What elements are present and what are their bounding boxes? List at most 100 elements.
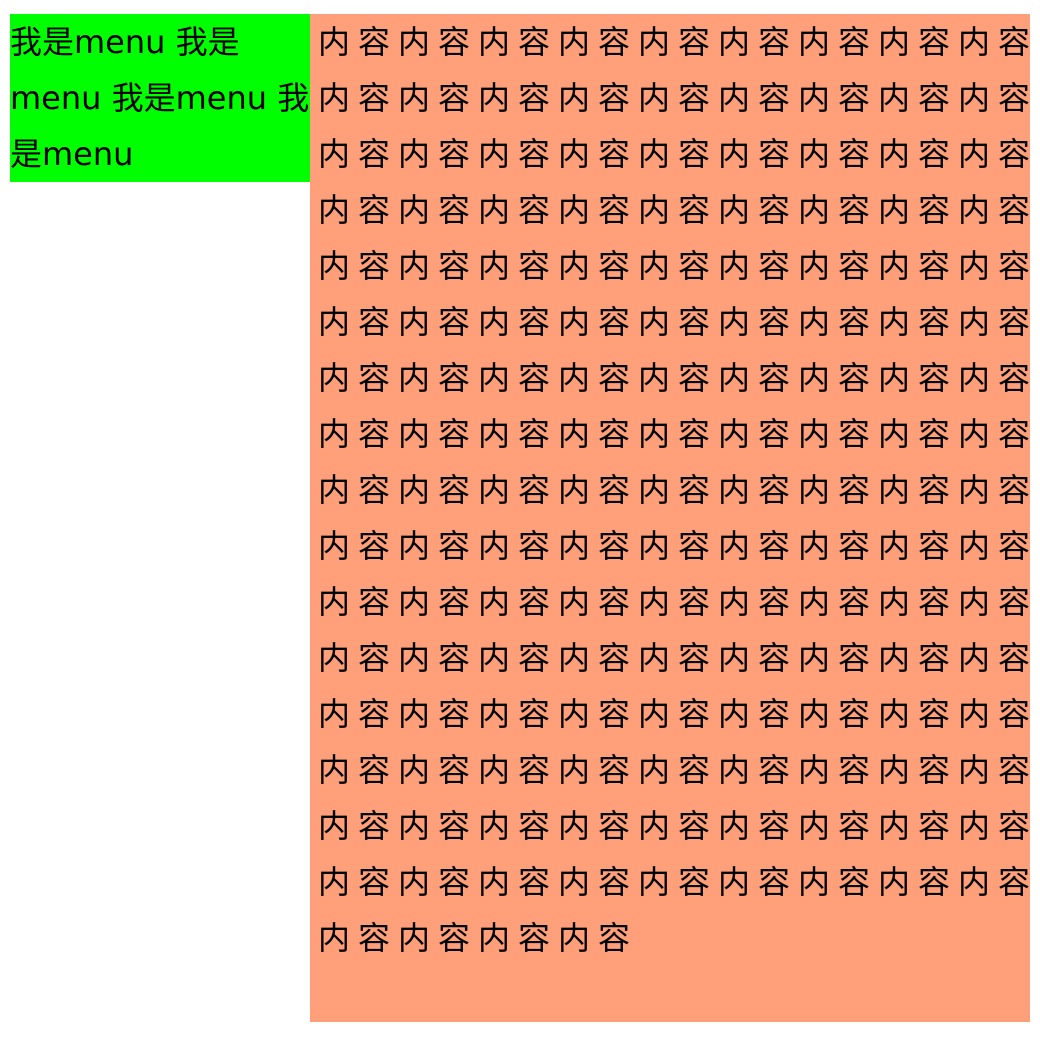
content-glyph: 内 — [957, 863, 990, 901]
content-glyph: 内 — [557, 415, 590, 453]
content-glyph: 容 — [517, 135, 550, 173]
content-glyph: 内 — [557, 583, 590, 621]
content-glyph: 内 — [957, 23, 990, 61]
content-glyph: 内 — [477, 807, 510, 845]
content-glyph: 内 — [477, 863, 510, 901]
content-glyph: 容 — [437, 527, 470, 565]
content-glyph: 内 — [477, 527, 510, 565]
content-glyph: 内 — [317, 135, 350, 173]
content-glyph: 容 — [917, 863, 950, 901]
content-glyph: 内 — [317, 79, 350, 117]
content-glyph: 内 — [877, 415, 910, 453]
content-glyph: 内 — [877, 79, 910, 117]
content-line: 内容内容内容内容内容内容内容内容内容 — [314, 238, 1030, 294]
content-glyph: 内 — [637, 415, 670, 453]
content-line: 内容内容内容内容内容内容内容内容内容 — [314, 14, 1030, 70]
content-glyph: 内 — [317, 863, 350, 901]
content-glyph: 容 — [517, 695, 550, 733]
content-glyph: 容 — [677, 79, 710, 117]
content-glyph: 内 — [957, 471, 990, 509]
content-glyph: 容 — [917, 751, 950, 789]
content-glyph: 内 — [317, 303, 350, 341]
content-glyph: 内 — [717, 695, 750, 733]
content-glyph: 内 — [637, 79, 670, 117]
content-glyph: 容 — [357, 527, 390, 565]
content-glyph: 内 — [717, 527, 750, 565]
content-line: 内容内容内容内容内容内容内容内容内容 — [314, 182, 1030, 238]
content-glyph: 内 — [637, 695, 670, 733]
content-glyph: 内 — [797, 583, 830, 621]
content-glyph: 内 — [637, 303, 670, 341]
content-glyph: 内 — [797, 695, 830, 733]
content-glyph: 内 — [557, 79, 590, 117]
content-glyph: 内 — [877, 191, 910, 229]
content-glyph: 容 — [997, 303, 1030, 341]
content-glyph: 容 — [837, 863, 870, 901]
content-glyph: 内 — [957, 527, 990, 565]
content-glyph: 内 — [717, 751, 750, 789]
content-line: 内容内容内容内容内容内容内容内容内容 — [314, 686, 1030, 742]
content-glyph: 容 — [997, 79, 1030, 117]
content-glyph: 内 — [477, 303, 510, 341]
content-glyph: 容 — [677, 639, 710, 677]
content-glyph: 容 — [997, 359, 1030, 397]
content-glyph: 容 — [517, 415, 550, 453]
content-glyph: 内 — [637, 191, 670, 229]
content-line: 内容内容内容内容内容内容内容内容内容 — [314, 630, 1030, 686]
content-glyph: 容 — [357, 863, 390, 901]
content-line: 内容内容内容内容 — [314, 910, 1030, 966]
content-glyph: 内 — [797, 191, 830, 229]
content-glyph: 内 — [557, 303, 590, 341]
content-glyph: 内 — [557, 751, 590, 789]
content-glyph: 容 — [517, 23, 550, 61]
content-glyph: 容 — [517, 527, 550, 565]
content-glyph: 内 — [797, 527, 830, 565]
content-glyph: 容 — [757, 751, 790, 789]
content-glyph: 内 — [397, 359, 430, 397]
content-glyph: 容 — [437, 639, 470, 677]
content-glyph: 内 — [317, 751, 350, 789]
content-glyph: 内 — [397, 23, 430, 61]
content-glyph: 内 — [397, 863, 430, 901]
content-glyph: 内 — [557, 135, 590, 173]
content-glyph: 内 — [957, 79, 990, 117]
content-glyph: 容 — [437, 303, 470, 341]
content-glyph: 内 — [877, 751, 910, 789]
content-glyph: 内 — [797, 135, 830, 173]
content-glyph: 容 — [357, 303, 390, 341]
content-glyph: 容 — [517, 359, 550, 397]
content-glyph: 容 — [357, 359, 390, 397]
content-glyph: 容 — [597, 751, 630, 789]
content-glyph: 容 — [757, 247, 790, 285]
content-glyph: 容 — [597, 471, 630, 509]
content-glyph: 容 — [837, 79, 870, 117]
content-glyph: 容 — [917, 359, 950, 397]
content-glyph: 内 — [317, 527, 350, 565]
content-glyph: 内 — [317, 359, 350, 397]
content-glyph: 容 — [517, 639, 550, 677]
content-glyph: 内 — [797, 807, 830, 845]
content-glyph: 内 — [717, 303, 750, 341]
content-glyph: 内 — [637, 23, 670, 61]
content-glyph: 内 — [557, 639, 590, 677]
content-glyph: 容 — [837, 135, 870, 173]
content-glyph: 容 — [357, 751, 390, 789]
content-glyph: 容 — [757, 415, 790, 453]
content-glyph: 容 — [757, 79, 790, 117]
content-glyph: 内 — [317, 471, 350, 509]
content-glyph: 内 — [637, 247, 670, 285]
content-glyph: 内 — [477, 247, 510, 285]
content-glyph: 容 — [837, 303, 870, 341]
content-glyph: 容 — [597, 303, 630, 341]
content-glyph: 容 — [757, 807, 790, 845]
content-glyph: 内 — [717, 247, 750, 285]
content-glyph: 容 — [357, 415, 390, 453]
content-glyph: 容 — [997, 695, 1030, 733]
content-glyph: 容 — [837, 639, 870, 677]
content-glyph: 容 — [357, 135, 390, 173]
content-glyph: 内 — [317, 191, 350, 229]
content-glyph: 容 — [997, 639, 1030, 677]
content-glyph: 容 — [997, 471, 1030, 509]
content-glyph: 容 — [437, 863, 470, 901]
content-glyph: 容 — [917, 135, 950, 173]
